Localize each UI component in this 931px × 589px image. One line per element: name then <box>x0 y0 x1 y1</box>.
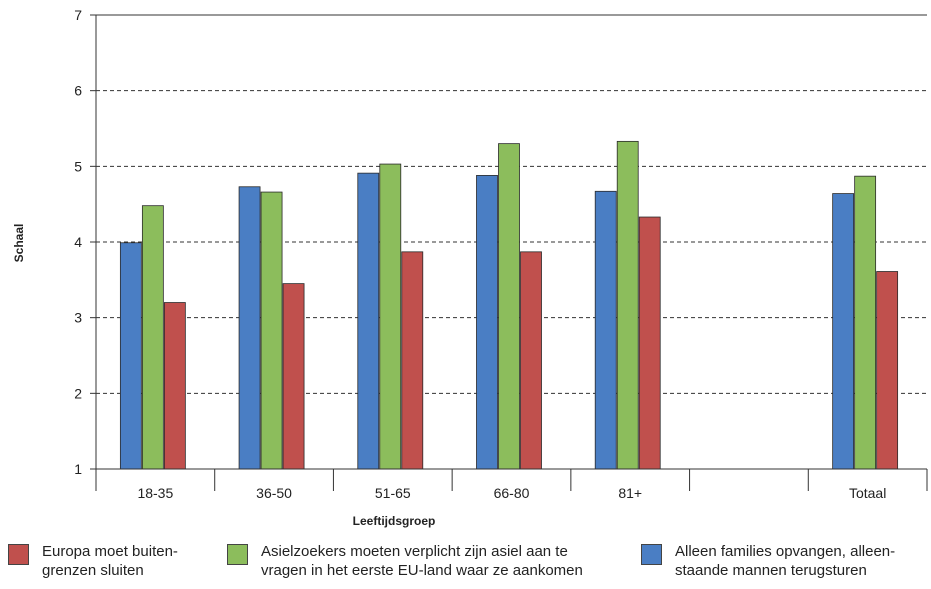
red-swatch-icon <box>8 544 29 565</box>
axes <box>90 14 928 491</box>
x-tick-labels: 18-35 36-50 51-65 66-80 81+ Totaal <box>137 485 886 501</box>
bar-blue <box>357 172 380 470</box>
blue-swatch-icon <box>641 544 662 565</box>
y-tick-label: 1 <box>74 461 82 477</box>
x-tick-label: 81+ <box>618 485 642 501</box>
bar-blue <box>832 193 855 470</box>
bar-red <box>401 251 424 470</box>
y-tick-label: 6 <box>74 83 82 99</box>
bar-blue <box>238 186 261 470</box>
bar-red <box>163 302 186 470</box>
x-axis-label: Leeftijdsgroep <box>353 514 436 528</box>
bar-green <box>854 175 877 470</box>
bar-green <box>141 205 164 470</box>
bar-red <box>282 283 305 470</box>
y-tick-label: 2 <box>74 385 82 401</box>
y-tick-label: 4 <box>74 234 82 250</box>
legend-item-asielzoekers: Asielzoekers moeten verplicht zijn asiel… <box>227 542 583 580</box>
y-tick-label: 7 <box>74 7 82 23</box>
green-swatch-icon <box>227 544 248 565</box>
y-tick-labels: 1 2 3 4 5 6 7 <box>74 7 82 477</box>
legend-label: Asielzoekers moeten verplicht zijn asiel… <box>261 543 583 579</box>
bar-red <box>876 271 899 470</box>
bar-green <box>498 143 520 470</box>
bar-red <box>520 251 542 470</box>
y-tick-label: 3 <box>74 310 82 326</box>
y-tick-label: 5 <box>74 158 82 174</box>
x-tick-label: Totaal <box>849 485 886 501</box>
bar-blue <box>476 175 498 470</box>
legend-item-families: Alleen families opvangen, alleen-staande… <box>641 542 895 580</box>
bar-green <box>616 140 639 470</box>
x-tick-label: 36-50 <box>256 485 292 501</box>
bar-blue <box>594 190 617 470</box>
bar-blue <box>119 242 142 470</box>
legend: Europa moet buiten-grenzen sluiten Asiel… <box>0 542 931 589</box>
legend-item-europa: Europa moet buiten-grenzen sluiten <box>8 542 178 580</box>
legend-label: Alleen families opvangen, alleen-staande… <box>675 543 896 579</box>
bar-red <box>638 216 661 470</box>
x-tick-label: 18-35 <box>137 485 173 501</box>
legend-label: Europa moet buiten-grenzen sluiten <box>42 543 178 579</box>
bar-green <box>379 163 402 470</box>
x-tick-label: 51-65 <box>375 485 411 501</box>
bar-green <box>260 191 283 470</box>
bar-chart: 1 2 3 4 5 6 7 18-35 36-50 51-65 66-80 81+ Totaal Sc… <box>12 7 928 528</box>
bars <box>119 140 899 470</box>
y-axis-label: Schaal <box>12 224 26 263</box>
x-tick-label: 66-80 <box>494 485 530 501</box>
